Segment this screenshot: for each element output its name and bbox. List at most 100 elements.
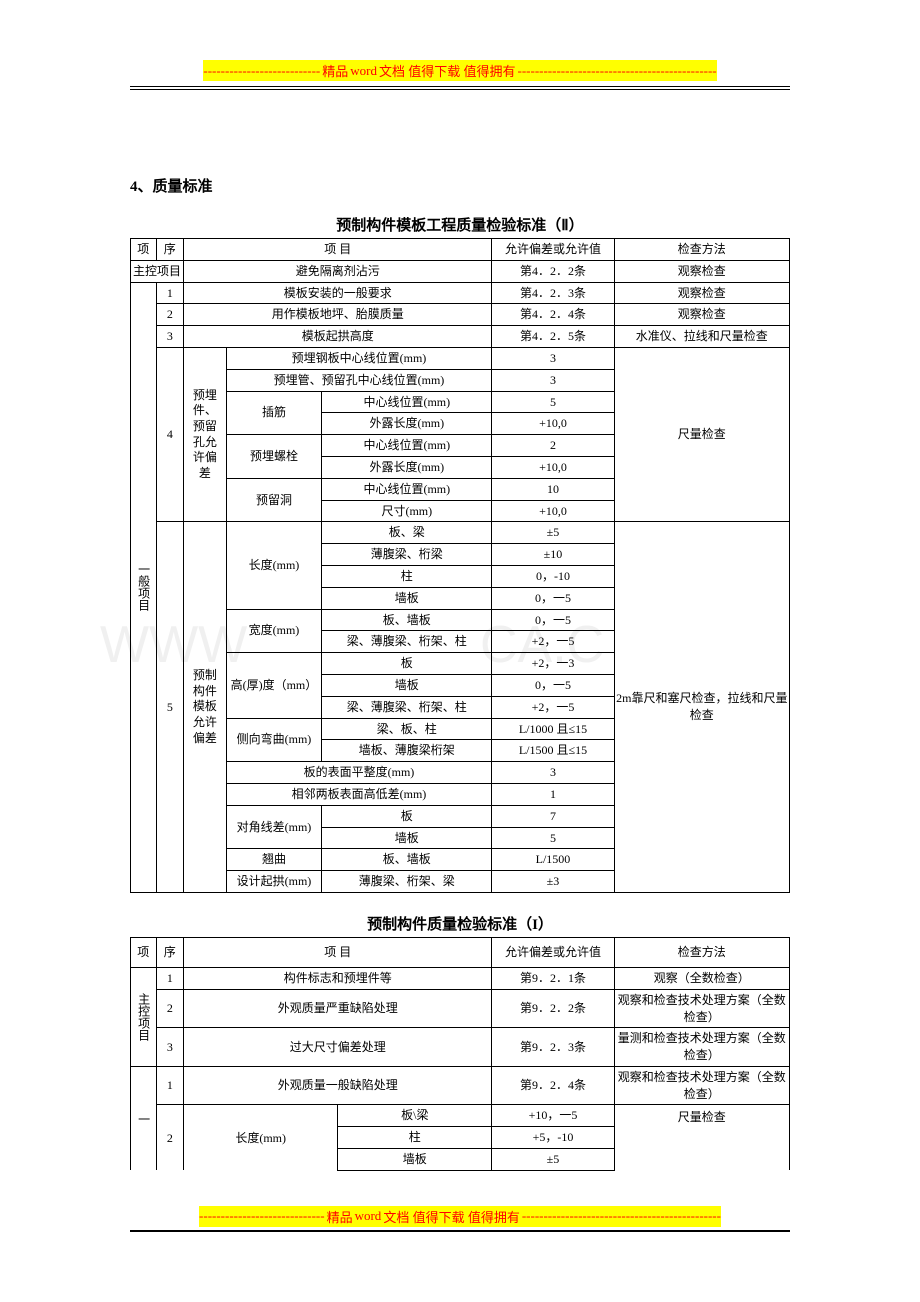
section-heading: 4、质量标准	[130, 175, 790, 196]
c: 第9．2．3条	[492, 1028, 614, 1067]
c: 0，一5	[492, 674, 614, 696]
seq: 1	[156, 282, 184, 304]
c: 板	[322, 653, 492, 675]
c: 翘曲	[226, 849, 322, 871]
c: ±3	[492, 871, 614, 893]
seq: 2	[156, 304, 184, 326]
seq: 2	[156, 1105, 184, 1170]
c: 尺量检查	[614, 1105, 789, 1170]
hdr-seq: 序	[156, 239, 184, 261]
hdr-tol: 允许偏差或允许值	[492, 239, 614, 261]
r5-len-a: 板、梁	[322, 522, 492, 544]
table-row: 项 序 项 目 允许偏差或允许值 检查方法	[131, 937, 790, 967]
c: 板\梁	[338, 1105, 492, 1127]
dash-left: -----------------------------	[199, 1208, 325, 1224]
table-row: 项 序 项 目 允许偏差或允许值 检查方法	[131, 239, 790, 261]
hdr-chk: 检查方法	[614, 937, 789, 967]
c: 第9．2．1条	[492, 967, 614, 989]
bottom-banner: ----------------------------- 精品 word 文档…	[130, 1206, 790, 1232]
r3-chk: 水准仪、拉线和尺量检查	[614, 326, 789, 348]
r4d1-label: 中心线位置(mm)	[322, 435, 492, 457]
r4d-label: 预埋螺栓	[226, 435, 322, 479]
dash-left: ---------------------------	[203, 63, 320, 79]
c: +10，一5	[492, 1105, 614, 1127]
c: 0，-10	[492, 565, 614, 587]
c: 板、墙板	[322, 849, 492, 871]
c: ±10	[492, 544, 614, 566]
banner-word: word	[350, 63, 377, 79]
r4-group: 预埋件、预留孔允许偏差	[184, 347, 227, 521]
top-banner: --------------------------- 精品 word 文档 值…	[130, 60, 790, 90]
c: 3	[492, 762, 614, 784]
r4c1-label: 中心线位置(mm)	[322, 391, 492, 413]
dash-right: ----------------------------------------…	[518, 63, 717, 79]
table-1: 项 序 项 目 允许偏差或允许值 检查方法 主控项目 避免隔离剂沾污 第4．2．…	[130, 238, 790, 893]
c: 第9．2．2条	[492, 989, 614, 1028]
r2-chk: 观察检查	[614, 304, 789, 326]
mc-ref: 第4．2．2条	[492, 260, 614, 282]
table-row: 2 用作模板地坪、胎膜质量 第4．2．4条 观察检查	[131, 304, 790, 326]
seq: 4	[156, 347, 184, 521]
r2-ref: 第4．2．4条	[492, 304, 614, 326]
table-row: 主控项目 1 构件标志和预埋件等 第9．2．1条 观察（全数检查）	[131, 967, 790, 989]
r4d2-label: 外露长度(mm)	[322, 456, 492, 478]
r4e1-label: 中心线位置(mm)	[322, 478, 492, 500]
c: ±5	[492, 1149, 614, 1171]
r5-group: 预制构件模板允许偏差	[184, 522, 227, 893]
r5-len-label: 长度(mm)	[226, 522, 322, 609]
banner-pre: 精品	[322, 61, 348, 80]
c: 0，一5	[492, 587, 614, 609]
c: 长度(mm)	[184, 1105, 338, 1170]
r4e2-val: +10,0	[492, 500, 614, 522]
hdr-proj: 项	[131, 239, 157, 261]
c: 0，一5	[492, 609, 614, 631]
c: 薄腹梁、桁梁	[322, 544, 492, 566]
c: 墙板	[322, 827, 492, 849]
seq: 3	[156, 326, 184, 348]
r5-chk: 2m靠尺和塞尺检查，拉线和尺量检查	[614, 522, 789, 893]
table-row: 4 预埋件、预留孔允许偏差 预埋钢板中心线位置(mm) 3 尺量检查	[131, 347, 790, 369]
c: 板、墙板	[322, 609, 492, 631]
c: 板的表面平整度(mm)	[226, 762, 492, 784]
c: 5	[492, 827, 614, 849]
c: 侧向弯曲(mm)	[226, 718, 322, 762]
c: 设计起拱(mm)	[226, 871, 322, 893]
c: 观察（全数检查）	[614, 967, 789, 989]
r4b-label: 预埋管、预留孔中心线位置(mm)	[226, 369, 492, 391]
r4b-val: 3	[492, 369, 614, 391]
c: +5，-10	[492, 1127, 614, 1149]
table-row: 3 过大尺寸偏差处理 第9．2．3条 量测和检查技术处理方案（全数检查）	[131, 1028, 790, 1067]
hdr-item: 项 目	[184, 239, 492, 261]
c: L/1000 且≤15	[492, 718, 614, 740]
c: 第9．2．4条	[492, 1066, 614, 1105]
hdr-seq: 序	[156, 937, 184, 967]
hdr-chk: 检查方法	[614, 239, 789, 261]
r4a-label: 预埋钢板中心线位置(mm)	[226, 347, 492, 369]
table-row: 3 模板起拱高度 第4．2．5条 水准仪、拉线和尺量检查	[131, 326, 790, 348]
c: 梁、板、柱	[322, 718, 492, 740]
r4e2-label: 尺寸(mm)	[322, 500, 492, 522]
c: 7	[492, 805, 614, 827]
hdr-tol: 允许偏差或允许值	[492, 937, 614, 967]
c: 外观质量严重缺陷处理	[184, 989, 492, 1028]
r5-len-a-v: ±5	[492, 522, 614, 544]
hdr-proj: 项	[131, 937, 157, 967]
c: +2，一3	[492, 653, 614, 675]
table-2: 项 序 项 目 允许偏差或允许值 检查方法 主控项目 1 构件标志和预埋件等 第…	[130, 937, 790, 1171]
c: 观察和检查技术处理方案（全数检查）	[614, 1066, 789, 1105]
r4c1-val: 5	[492, 391, 614, 413]
seq: 5	[156, 522, 184, 893]
mc-label: 主控项目	[131, 967, 157, 1066]
table-row: 一 1 外观质量一般缺陷处理 第9．2．4条 观察和检查技术处理方案（全数检查）	[131, 1066, 790, 1105]
c: 墙板	[338, 1149, 492, 1171]
c: 墙板	[322, 587, 492, 609]
table-row: 2 外观质量严重缺陷处理 第9．2．2条 观察和检查技术处理方案（全数检查）	[131, 989, 790, 1028]
seq: 1	[156, 967, 184, 989]
r4a-val: 3	[492, 347, 614, 369]
c: 薄腹梁、桁架、梁	[322, 871, 492, 893]
r4e1-val: 10	[492, 478, 614, 500]
r4d1-val: 2	[492, 435, 614, 457]
r1-chk: 观察检查	[614, 282, 789, 304]
c: 外观质量一般缺陷处理	[184, 1066, 492, 1105]
r2-item: 用作模板地坪、胎膜质量	[184, 304, 492, 326]
